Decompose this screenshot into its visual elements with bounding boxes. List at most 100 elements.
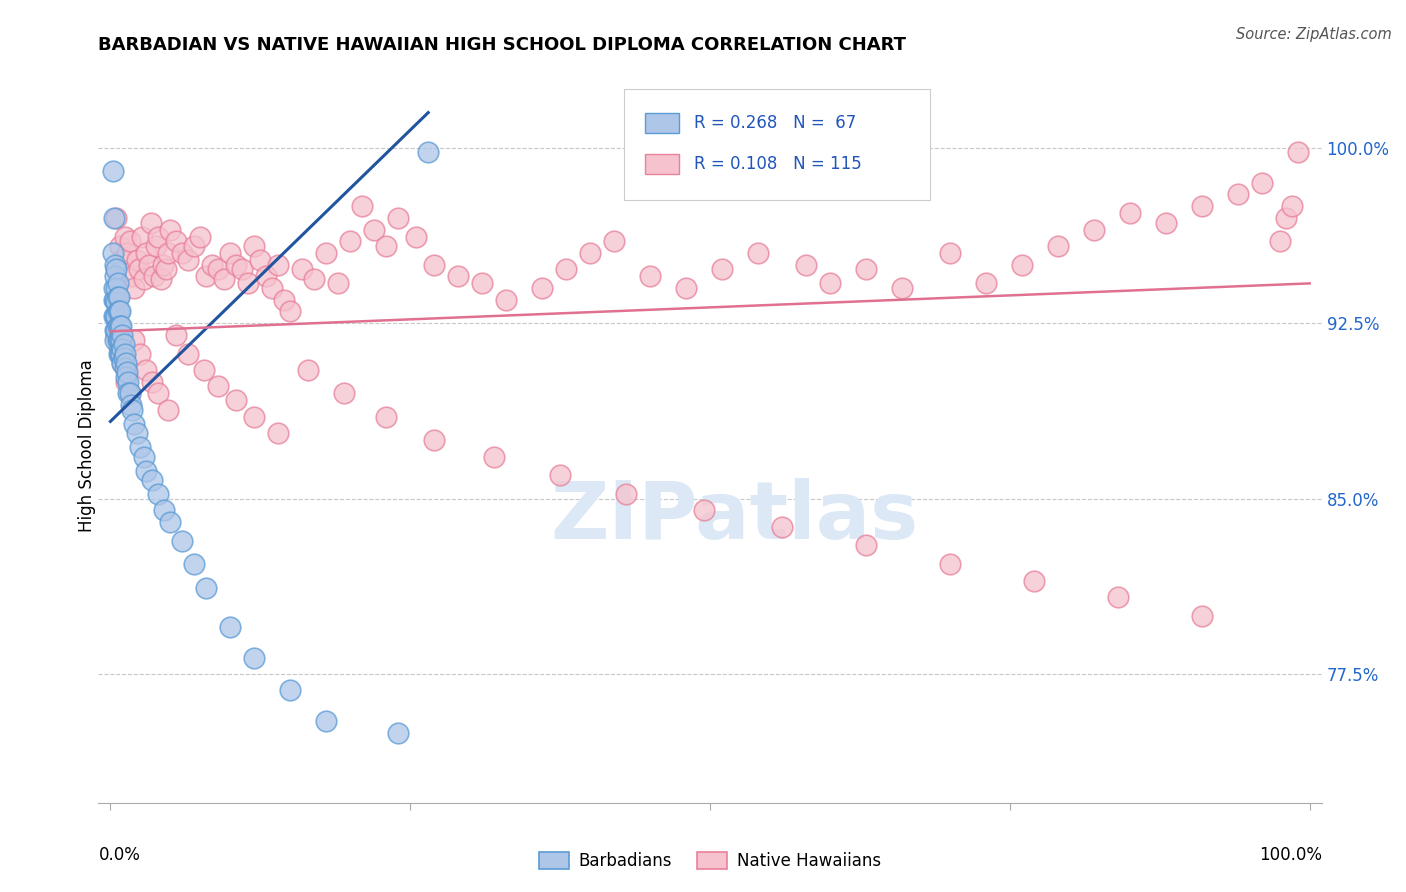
- Point: [177, 346, 200, 360]
- Point: [1022, 574, 1045, 588]
- Point: [243, 650, 266, 665]
- Point: [114, 360, 136, 375]
- Point: [115, 375, 138, 389]
- Point: [238, 277, 260, 291]
- Point: [107, 277, 129, 291]
- Point: [1250, 176, 1272, 190]
- Point: [108, 304, 131, 318]
- Point: [193, 363, 215, 377]
- Point: [103, 309, 125, 323]
- Point: [107, 333, 129, 347]
- Point: [675, 281, 697, 295]
- Point: [159, 222, 181, 236]
- Point: [104, 293, 127, 307]
- Point: [225, 393, 247, 408]
- Point: [114, 346, 136, 360]
- Point: [118, 386, 141, 401]
- Point: [101, 164, 124, 178]
- Point: [141, 216, 163, 230]
- Point: [115, 370, 138, 384]
- Point: [267, 426, 290, 441]
- Point: [112, 337, 135, 351]
- Y-axis label: High School Diploma: High School Diploma: [79, 359, 96, 533]
- Point: [132, 450, 155, 464]
- Point: [108, 304, 129, 318]
- Point: [291, 262, 314, 277]
- Point: [129, 346, 152, 360]
- Point: [120, 398, 142, 412]
- Point: [105, 262, 128, 277]
- Point: [159, 515, 181, 529]
- Point: [603, 234, 626, 248]
- Point: [115, 365, 138, 379]
- Point: [447, 269, 470, 284]
- Point: [1286, 145, 1309, 160]
- Text: 0.0%: 0.0%: [98, 846, 141, 863]
- Point: [243, 409, 266, 424]
- Point: [108, 318, 131, 333]
- Point: [890, 281, 912, 295]
- Point: [107, 318, 129, 333]
- Point: [108, 318, 129, 333]
- Point: [107, 290, 129, 304]
- Point: [117, 386, 139, 401]
- Point: [104, 323, 127, 337]
- Point: [770, 519, 793, 533]
- Point: [1107, 590, 1129, 604]
- Point: [387, 725, 409, 739]
- Point: [207, 379, 229, 393]
- Point: [183, 557, 205, 571]
- Point: [1191, 199, 1213, 213]
- Point: [155, 262, 177, 277]
- Point: [117, 375, 139, 389]
- Point: [111, 356, 134, 370]
- Point: [108, 346, 129, 360]
- Point: [471, 277, 494, 291]
- Point: [855, 538, 877, 552]
- Point: [105, 211, 128, 225]
- Point: [183, 239, 205, 253]
- Point: [1046, 239, 1069, 253]
- Point: [1119, 206, 1142, 220]
- Text: R = 0.268   N =  67: R = 0.268 N = 67: [695, 114, 856, 132]
- Point: [418, 145, 440, 160]
- Point: [974, 277, 997, 291]
- Point: [148, 487, 170, 501]
- Point: [129, 440, 152, 454]
- Point: [1083, 222, 1105, 236]
- Point: [112, 351, 135, 366]
- Point: [114, 229, 136, 244]
- Point: [315, 714, 337, 728]
- Point: [495, 293, 517, 307]
- Point: [1191, 608, 1213, 623]
- Point: [225, 258, 247, 272]
- Point: [165, 327, 187, 342]
- Text: ZIPatlas: ZIPatlas: [550, 478, 918, 557]
- Point: [278, 683, 301, 698]
- Point: [103, 211, 125, 225]
- Point: [172, 246, 194, 260]
- Text: 100.0%: 100.0%: [1258, 846, 1322, 863]
- Point: [165, 234, 187, 248]
- Point: [107, 304, 129, 318]
- Point: [141, 375, 163, 389]
- Point: [131, 229, 153, 244]
- Point: [747, 246, 769, 260]
- Point: [855, 262, 877, 277]
- Point: [101, 246, 124, 260]
- Point: [156, 402, 179, 417]
- Point: [115, 356, 138, 370]
- Point: [315, 246, 337, 260]
- Point: [254, 269, 277, 284]
- Point: [124, 333, 146, 347]
- Point: [243, 239, 266, 253]
- Point: [135, 464, 157, 478]
- Point: [105, 323, 128, 337]
- Point: [405, 229, 427, 244]
- Point: [231, 262, 253, 277]
- Point: [108, 290, 129, 304]
- Point: [939, 557, 962, 571]
- Point: [104, 333, 127, 347]
- Point: [110, 333, 132, 347]
- Point: [375, 409, 398, 424]
